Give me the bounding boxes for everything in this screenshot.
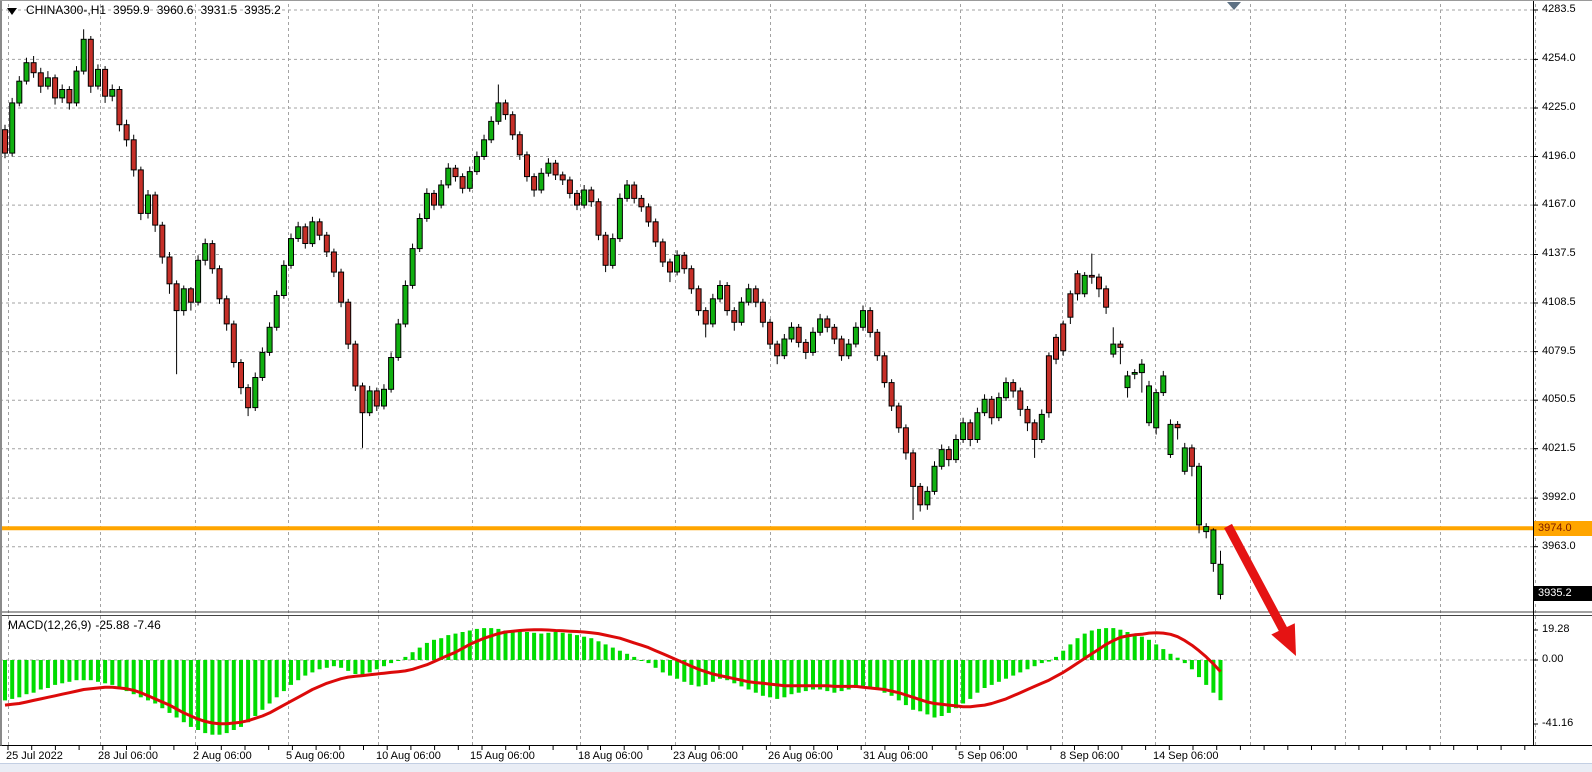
symbol-period-label: CHINA300-,H1 bbox=[26, 3, 107, 17]
window-bottom-strip bbox=[0, 763, 1592, 772]
date-label: 8 Sep 06:00 bbox=[1060, 750, 1120, 762]
chart-title-bar: CHINA300-,H1 3959.9 3960.6 3931.5 3935.2 bbox=[7, 3, 281, 17]
price-tick-label: 3992.0 bbox=[1542, 491, 1576, 503]
chart-shift-marker-icon[interactable] bbox=[1227, 2, 1241, 10]
macd-tick-label: -41.16 bbox=[1542, 717, 1574, 729]
low-value: 3931.5 bbox=[200, 3, 238, 17]
macd-main-value: -25.88 bbox=[95, 618, 130, 632]
date-label: 2 Aug 06:00 bbox=[193, 750, 252, 762]
symbol-dropdown-icon[interactable] bbox=[7, 8, 17, 15]
date-label: 26 Aug 06:00 bbox=[768, 750, 833, 762]
macd-tick-label: 0.00 bbox=[1542, 653, 1564, 665]
price-tick-label: 4050.5 bbox=[1542, 393, 1576, 405]
price-tick-label: 3963.0 bbox=[1542, 540, 1576, 552]
price-tick-label: 4108.5 bbox=[1542, 296, 1576, 308]
date-label: 28 Jul 06:00 bbox=[98, 750, 158, 762]
close-value: 3935.2 bbox=[244, 3, 281, 17]
price-tick-label: 4254.0 bbox=[1542, 52, 1576, 64]
price-tick-label: 4021.5 bbox=[1542, 442, 1576, 454]
macd-indicator-label: MACD(12,26,9) -25.88 -7.46 bbox=[8, 618, 165, 632]
date-label: 15 Aug 06:00 bbox=[470, 750, 535, 762]
orange-hline-price-tag: 3974.0 bbox=[1534, 521, 1592, 536]
date-label: 25 Jul 2022 bbox=[6, 750, 63, 762]
date-label: 5 Sep 06:00 bbox=[958, 750, 1018, 762]
price-tick-label: 4225.0 bbox=[1542, 101, 1576, 113]
high-value: 3960.6 bbox=[156, 3, 194, 17]
macd-name: MACD(12,26,9) bbox=[8, 618, 92, 632]
price-tick-label: 4283.5 bbox=[1542, 3, 1576, 15]
macd-tick-label: 19.28 bbox=[1542, 623, 1570, 635]
date-label: 18 Aug 06:00 bbox=[578, 750, 643, 762]
date-label: 5 Aug 06:00 bbox=[286, 750, 345, 762]
price-tick-label: 4079.5 bbox=[1542, 345, 1576, 357]
date-label: 14 Sep 06:00 bbox=[1153, 750, 1219, 762]
open-value: 3959.9 bbox=[113, 3, 150, 17]
date-label: 23 Aug 06:00 bbox=[673, 750, 738, 762]
date-label: 31 Aug 06:00 bbox=[863, 750, 928, 762]
price-tick-label: 4167.0 bbox=[1542, 198, 1576, 210]
price-tick-label: 4196.0 bbox=[1542, 150, 1576, 162]
date-label: 10 Aug 06:00 bbox=[376, 750, 441, 762]
macd-signal-value: -7.46 bbox=[133, 618, 161, 632]
last-price-tag: 3935.2 bbox=[1534, 586, 1592, 601]
price-tick-label: 4137.5 bbox=[1542, 247, 1576, 259]
